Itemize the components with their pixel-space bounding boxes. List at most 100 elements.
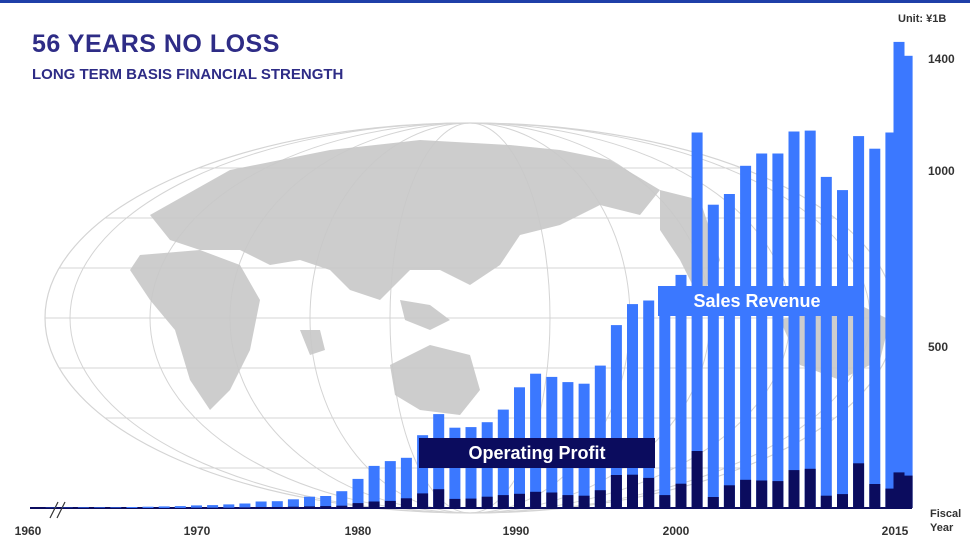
profit-bar-1994 (578, 495, 590, 508)
sales-bar-1997 (627, 304, 638, 508)
sales-bar-2001 (691, 132, 703, 508)
sales-bar-1981 (368, 465, 380, 508)
map-landmass (300, 330, 325, 355)
profit-bar-2011 (853, 463, 865, 508)
map-landmass (390, 345, 480, 415)
profit-bar-1975 (271, 507, 283, 508)
sales-bar-1975 (271, 501, 283, 508)
sales-bar-2004 (740, 165, 752, 509)
y-tick-labels: 500 1000 1400 (928, 52, 955, 354)
sales-bar-2000 (675, 274, 687, 508)
sales-bar-2013 (885, 132, 897, 508)
map-landmass (400, 300, 450, 330)
sales-bar-2006 (772, 153, 784, 508)
profit-bar-2005 (756, 480, 768, 508)
sales-bar-1972 (223, 504, 235, 508)
sales-bar-2007 (788, 131, 800, 508)
sales-bar-1979 (336, 491, 348, 508)
sales-bar-1971 (207, 505, 219, 508)
x-tick-labels: 1960 1970 1980 1990 2000 2015 (15, 524, 909, 538)
profit-bar-1992 (546, 492, 558, 508)
sales-bar-1998 (643, 300, 655, 508)
profit-bar-2014 (901, 475, 913, 508)
sales-bar-1978 (320, 496, 332, 508)
profit-bar-1979 (336, 505, 348, 508)
profit-bar-1989 (497, 495, 509, 508)
profit-bar-1999 (659, 495, 671, 508)
sales-bar-1980 (352, 478, 364, 508)
sales-bar-1999 (659, 299, 671, 508)
sales-bar-1967 (142, 506, 154, 508)
profit-bar-1976 (287, 506, 299, 508)
chart-title: 56 YEARS NO LOSS (32, 30, 280, 58)
profit-bar-1991 (530, 491, 542, 508)
sales-bar-2014 (901, 55, 913, 509)
profit-bar-1982 (384, 500, 396, 508)
sales-bar-1964 (94, 507, 106, 508)
profit-bar-1996 (610, 475, 622, 508)
operating-profit-series (191, 451, 913, 508)
sales-bar-1969 (174, 506, 186, 508)
sales-bar-2015 (893, 41, 905, 509)
x-tick-label: 2000 (663, 524, 690, 538)
profit-bar-1978 (320, 506, 332, 508)
profit-bar-2008 (804, 468, 816, 508)
sales-bar-1966 (126, 507, 138, 508)
profit-bar-2007 (788, 470, 800, 508)
profit-bar-1984 (417, 493, 429, 508)
profit-bar-1986 (449, 498, 461, 508)
profit-bar-1995 (594, 490, 606, 508)
sales-bar-2002 (707, 204, 719, 508)
unit-label: Unit: ¥1B (898, 13, 947, 25)
profit-bar-2006 (772, 481, 784, 508)
profit-bar-1977 (304, 506, 315, 508)
sales-bar-1982 (384, 461, 396, 508)
sales-bar-1974 (255, 501, 267, 508)
sales-bar-1983 (400, 457, 412, 508)
sales-bar-1995 (594, 365, 606, 508)
profit-bar-1993 (562, 495, 574, 508)
sales-bar-1977 (304, 496, 315, 508)
profit-bar-1997 (627, 474, 638, 508)
axis-break-mark (49, 501, 66, 519)
profit-bar-1988 (481, 496, 493, 508)
map-landmass (150, 140, 660, 300)
x-tick-label: 2015 (882, 524, 909, 538)
sales-bar-2005 (756, 153, 768, 508)
profit-bar-1980 (352, 503, 364, 508)
profit-bar-1998 (643, 477, 655, 508)
sales-bar-2003 (723, 194, 735, 508)
x-tick-label: 1970 (184, 524, 211, 538)
axis-break-line (56, 501, 66, 519)
map-landmass (660, 190, 720, 300)
x-tick-label: 1990 (503, 524, 530, 538)
sales-bar-2012 (869, 148, 881, 508)
fiscal-label: Fiscal (930, 508, 962, 520)
profit-bar-1981 (368, 501, 380, 508)
profit-bar-1987 (465, 498, 477, 508)
axis-break-line (49, 501, 59, 519)
sales-bar-1973 (239, 503, 251, 508)
profit-bar-2015 (893, 472, 905, 508)
operating-profit-label: Operating Profit (419, 438, 655, 468)
x-tick-label: 1980 (345, 524, 372, 538)
chart-subtitle: LONG TERM BASIS FINANCIAL STRENGTH (32, 66, 344, 83)
sales-bar-2008 (804, 130, 816, 508)
map-landmass (130, 250, 260, 410)
profit-bar-2001 (691, 451, 703, 508)
profit-bar-2012 (869, 484, 881, 508)
x-tick-label: 1960 (15, 524, 42, 538)
sales-bar-2011 (853, 136, 865, 508)
top-rule (0, 0, 970, 3)
profit-bar-1985 (433, 489, 445, 508)
profit-bar-2003 (723, 485, 735, 508)
profit-bar-1974 (255, 507, 267, 508)
profit-bar-1983 (400, 498, 412, 508)
profit-bar-2010 (837, 494, 848, 508)
profit-bar-1990 (514, 493, 525, 508)
sales-revenue-label: Sales Revenue (658, 286, 856, 316)
sales-bar-1976 (287, 499, 299, 508)
sales-bar-2009 (820, 176, 832, 508)
profit-bar-2013 (885, 488, 897, 508)
sales-bar-1984 (417, 435, 429, 508)
